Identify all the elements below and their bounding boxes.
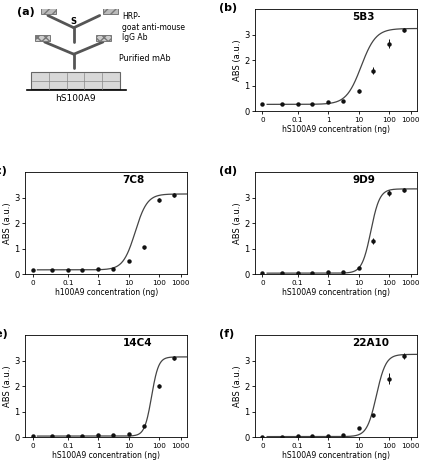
FancyBboxPatch shape — [96, 35, 111, 41]
Y-axis label: ABS (a.u.): ABS (a.u.) — [233, 203, 242, 244]
FancyBboxPatch shape — [31, 72, 120, 89]
X-axis label: hS100A9 concentration (ng): hS100A9 concentration (ng) — [282, 125, 390, 134]
FancyBboxPatch shape — [41, 8, 56, 14]
Text: (e): (e) — [0, 329, 8, 339]
Text: (a): (a) — [17, 8, 35, 17]
Text: 7C8: 7C8 — [123, 175, 144, 185]
Text: (b): (b) — [219, 3, 237, 13]
X-axis label: hS100A9 concentration (ng): hS100A9 concentration (ng) — [52, 451, 160, 460]
Y-axis label: ABS (a.u.): ABS (a.u.) — [3, 203, 12, 244]
Text: 14C4: 14C4 — [123, 338, 152, 348]
Text: S: S — [71, 17, 77, 26]
Text: IgG Ab: IgG Ab — [123, 33, 148, 42]
Y-axis label: ABS (a.u.): ABS (a.u.) — [3, 365, 12, 407]
Text: 22A10: 22A10 — [352, 338, 389, 348]
FancyBboxPatch shape — [103, 8, 118, 14]
Y-axis label: ABS (a.u.): ABS (a.u.) — [233, 39, 242, 81]
Text: (f): (f) — [219, 329, 234, 339]
Text: Purified mAb: Purified mAb — [119, 54, 171, 63]
Text: HRP-: HRP- — [123, 13, 141, 22]
FancyBboxPatch shape — [35, 35, 50, 41]
Text: 9D9: 9D9 — [352, 175, 375, 185]
Text: goat anti-mouse: goat anti-mouse — [123, 23, 185, 31]
X-axis label: h100A9 concentration (ng): h100A9 concentration (ng) — [55, 288, 158, 297]
X-axis label: hS100A9 concentration (ng): hS100A9 concentration (ng) — [282, 288, 390, 297]
Text: hS100A9: hS100A9 — [55, 94, 96, 103]
Text: (c): (c) — [0, 166, 7, 176]
X-axis label: hS100A9 concentration (ng): hS100A9 concentration (ng) — [282, 451, 390, 460]
Y-axis label: ABS (a.u.): ABS (a.u.) — [233, 365, 242, 407]
Text: 5B3: 5B3 — [352, 13, 375, 23]
Text: (d): (d) — [219, 166, 237, 176]
